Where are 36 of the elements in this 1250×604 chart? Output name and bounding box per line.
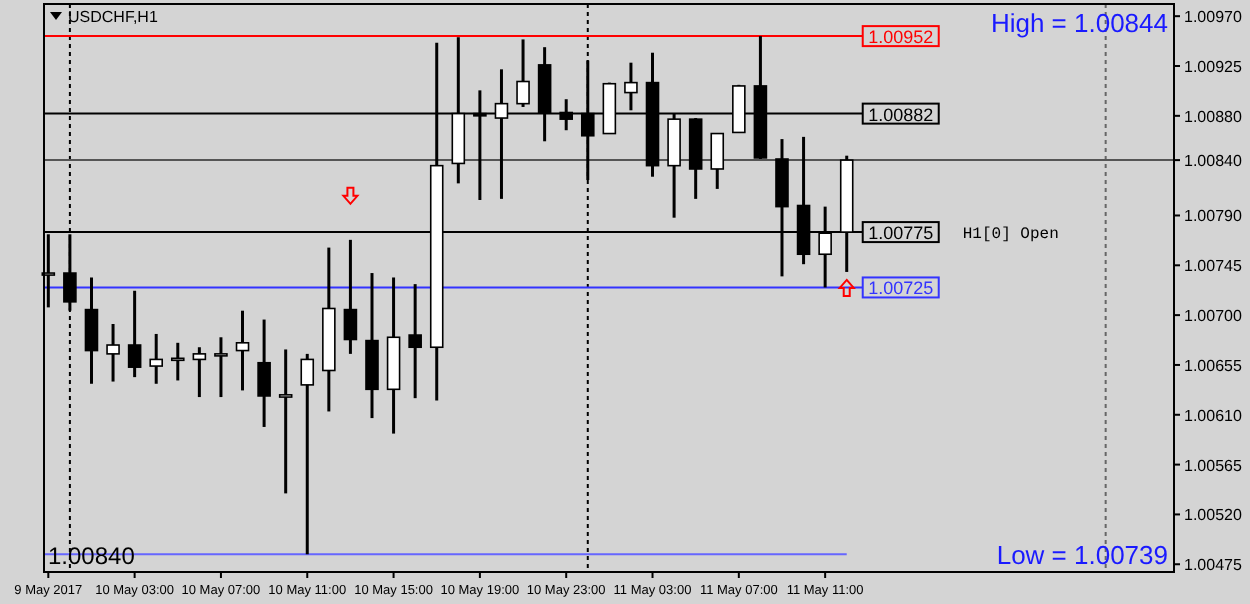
y-tick-label: 1.00880 — [1184, 107, 1243, 126]
candlestick — [278, 347, 293, 495]
y-tick-label: 1.00565 — [1184, 456, 1243, 475]
ref-line-label: 1.00882 — [868, 104, 934, 125]
candlestick — [710, 132, 725, 191]
candlestick — [235, 309, 250, 392]
candlestick — [127, 289, 142, 379]
candlestick — [192, 345, 207, 399]
candlestick — [516, 37, 530, 109]
annotation: Low = 1.00739 — [996, 540, 1168, 570]
y-tick-label: 1.00700 — [1184, 307, 1243, 326]
annotation: High = 1.00844 — [990, 8, 1168, 38]
chart-title: USDCHF,H1 — [68, 8, 159, 26]
candlestick — [214, 335, 228, 399]
y-tick-label: 1.00925 — [1184, 58, 1243, 76]
candlestick — [106, 322, 120, 384]
y-tick-label: 1.00790 — [1184, 207, 1243, 226]
ref-line-label: 1.00725 — [868, 278, 934, 299]
y-tick-label: 1.00745 — [1184, 257, 1243, 276]
candlestick — [84, 275, 99, 386]
y-tick-label: 1.00840 — [1184, 152, 1243, 171]
candlestick — [257, 318, 271, 429]
annotation: 1.00840 — [48, 542, 136, 570]
y-tick-label: 1.00655 — [1184, 356, 1243, 375]
y-tick-label: 1.00475 — [1184, 556, 1243, 575]
y-tick-label: 1.00520 — [1184, 506, 1243, 525]
candlestick — [408, 282, 422, 400]
ref-line-label: 1.00775 — [868, 223, 934, 244]
candlestick — [300, 352, 315, 556]
annotation: H1[0] Open — [962, 226, 1060, 245]
candlestick — [170, 341, 185, 382]
y-tick-label: 1.00610 — [1184, 406, 1243, 425]
ref-line-label: 1.00952 — [868, 27, 934, 48]
y-tick-label: 1.00970 — [1184, 8, 1243, 27]
candlestick — [343, 238, 358, 356]
candlestick — [149, 332, 164, 386]
